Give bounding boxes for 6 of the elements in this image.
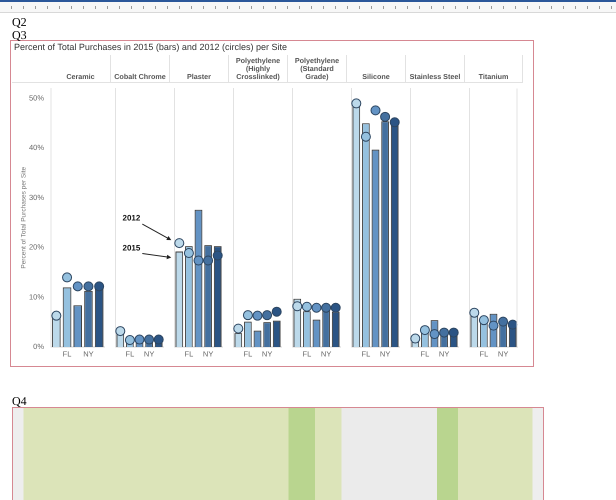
annotation: 2012 [122, 214, 140, 223]
text: Percent of Total Purchases in 2015 (bars) and 2012 (circles) per Site [14, 42, 287, 52]
text: Q4 [12, 394, 27, 408]
text: Q2 [12, 14, 27, 28]
text: Q3 [12, 28, 27, 42]
annotation: 2015 [122, 243, 140, 252]
